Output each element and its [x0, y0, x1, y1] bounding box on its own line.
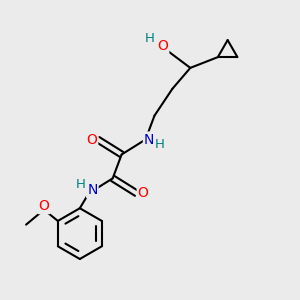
Text: O: O	[138, 186, 148, 200]
Text: H: H	[145, 32, 155, 45]
Text: O: O	[158, 39, 168, 53]
Text: O: O	[39, 199, 50, 213]
Text: O: O	[86, 133, 97, 146]
Text: H: H	[76, 178, 85, 191]
Text: H: H	[155, 138, 165, 152]
Text: N: N	[87, 183, 98, 197]
Text: N: N	[144, 133, 154, 146]
